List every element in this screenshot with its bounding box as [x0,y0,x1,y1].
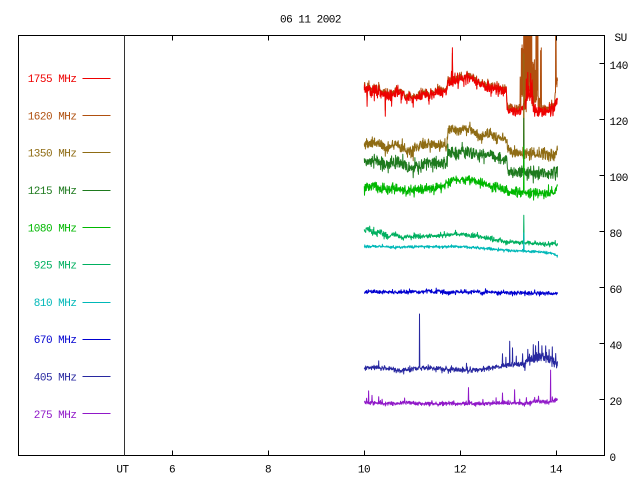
svg-text:405 MHz: 405 MHz [34,373,77,385]
svg-text:120: 120 [610,117,628,129]
svg-text:20: 20 [610,397,622,409]
svg-text:1620 MHz: 1620 MHz [28,111,77,123]
svg-text:1080 MHz: 1080 MHz [28,223,77,235]
svg-text:1755 MHz: 1755 MHz [28,74,77,86]
svg-text:925 MHz: 925 MHz [34,261,77,273]
svg-text:12: 12 [454,464,466,476]
svg-text:6: 6 [169,464,175,476]
svg-text:60: 60 [610,285,622,297]
svg-text:275 MHz: 275 MHz [34,410,77,422]
svg-text:8: 8 [265,464,271,476]
svg-text:0: 0 [610,453,616,465]
svg-text:1215 MHz: 1215 MHz [28,186,77,198]
svg-text:1350 MHz: 1350 MHz [28,149,77,161]
svg-text:UT: UT [116,464,129,476]
svg-text:14: 14 [550,464,563,476]
svg-text:140: 140 [610,61,628,73]
svg-text:SU: SU [615,33,627,45]
svg-text:100: 100 [610,173,628,185]
svg-text:810 MHz: 810 MHz [34,298,77,310]
svg-text:40: 40 [610,341,622,353]
svg-text:10: 10 [358,464,370,476]
svg-text:80: 80 [610,229,622,241]
svg-text:670 MHz: 670 MHz [34,335,77,347]
svg-text:06 11 2002: 06 11 2002 [280,14,341,26]
